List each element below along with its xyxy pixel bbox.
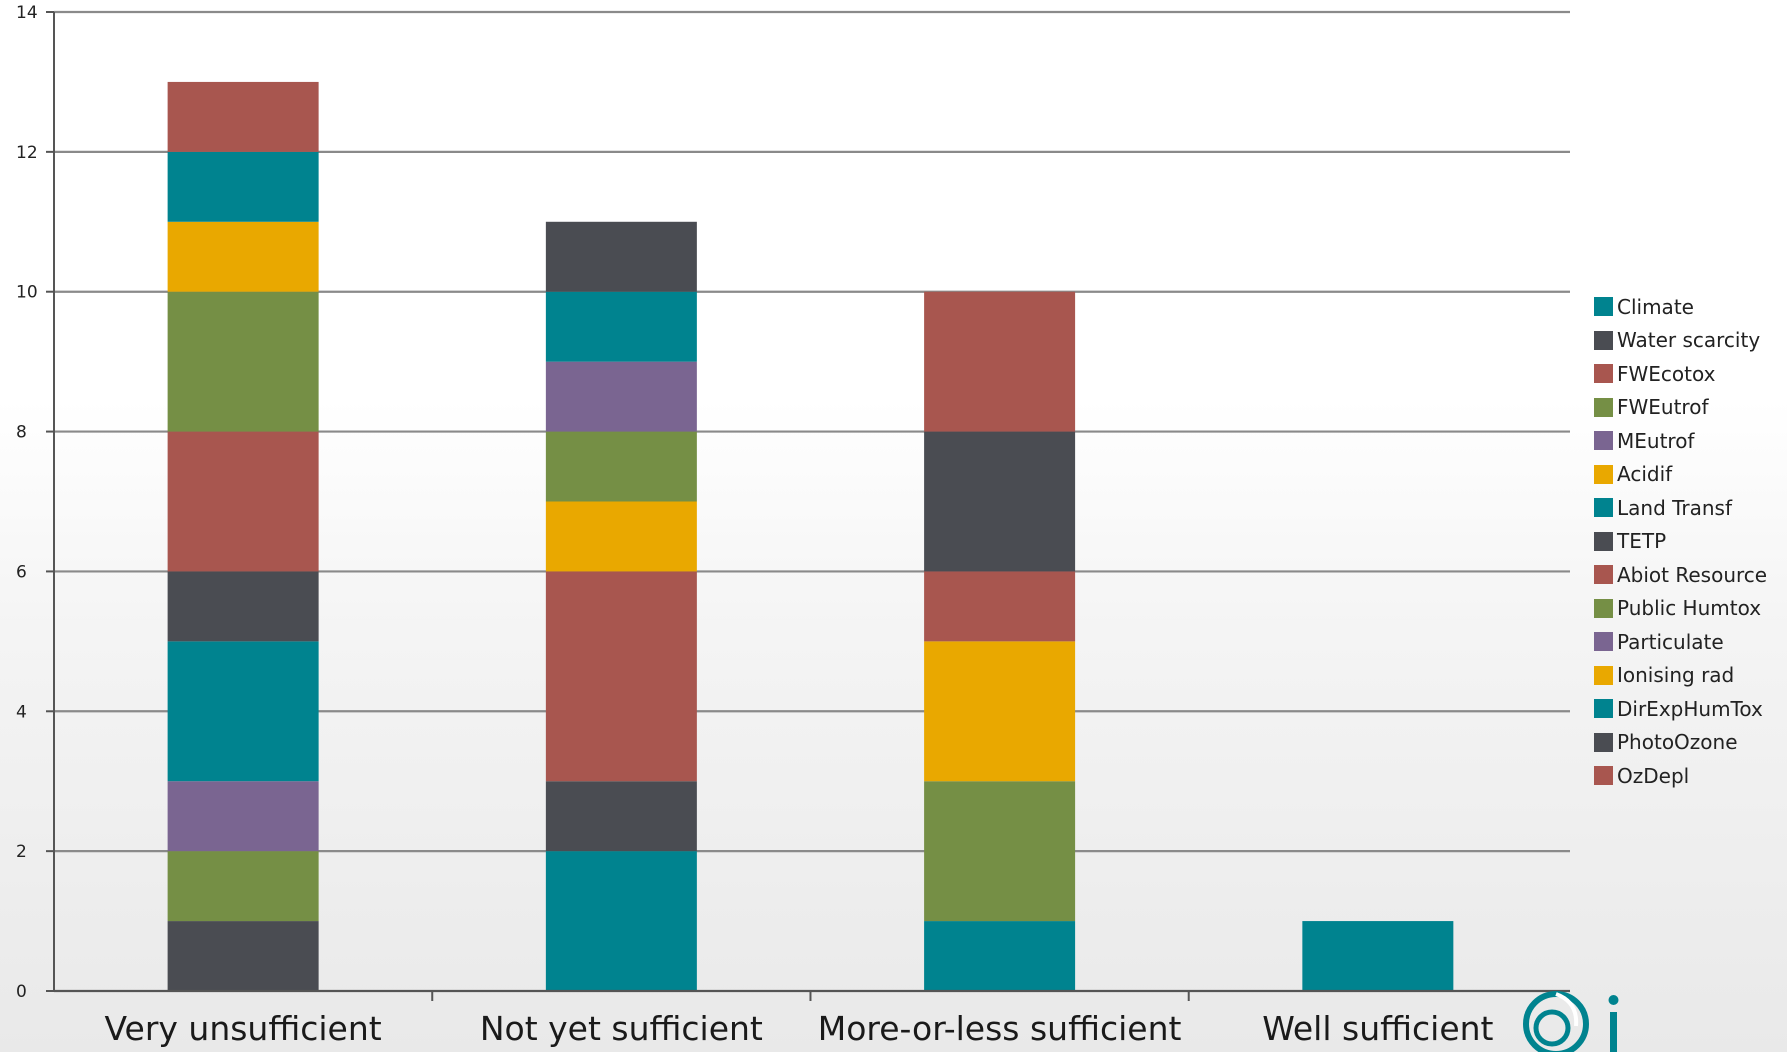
legend-swatch [1594, 598, 1613, 618]
bar-segment [545, 781, 697, 852]
y-tick-label: 10 [16, 283, 38, 303]
bar-segment [545, 361, 697, 432]
bar-segment [167, 921, 319, 991]
x-category-label: Well sufficient [1262, 1009, 1493, 1048]
legend-item: Particulate [1594, 625, 1784, 659]
bar-segment [924, 291, 1076, 432]
bar-segment [545, 221, 697, 292]
legend-swatch [1594, 699, 1613, 719]
legend-label: OzDepl [1617, 763, 1690, 788]
legend-label: Climate [1617, 294, 1694, 319]
x-category-label: Very unsufficient [105, 1009, 382, 1048]
bar-segment [167, 291, 319, 432]
bar-segment [545, 571, 697, 782]
legend-label: Ionising rad [1617, 663, 1735, 688]
bar-segment [167, 781, 319, 852]
bar-segment [545, 291, 697, 362]
legend-label: Water scarcity [1617, 328, 1761, 353]
legend-label: TETP [1617, 529, 1667, 554]
bar-segment [167, 151, 319, 222]
bar-segment [167, 851, 319, 922]
legend-item: FWEcotox [1594, 357, 1784, 391]
legend-label: Particulate [1617, 629, 1724, 654]
x-category-labels: Very unsufficient Not yet sufficient More-… [105, 1009, 1494, 1048]
x-category-label: More-or-less sufficient [818, 1009, 1182, 1048]
y-tick-label: 2 [16, 842, 27, 862]
bar-segment [924, 571, 1076, 642]
legend-swatch [1594, 397, 1613, 417]
bar-segment [924, 431, 1076, 572]
legend-swatch [1594, 297, 1613, 317]
legend-item: Abiot Resource [1594, 558, 1784, 592]
legend-item: MEutrof [1594, 424, 1784, 458]
bar-stack [1302, 921, 1454, 991]
y-tick-label: 6 [16, 562, 27, 582]
legend-swatch [1594, 565, 1613, 585]
bar-segment [924, 781, 1076, 922]
legend-label: MEutrof [1617, 428, 1695, 453]
bar-segment [924, 641, 1076, 782]
legend-label: FWEcotox [1617, 361, 1716, 386]
legend-swatch [1594, 632, 1613, 652]
x-category-label: Not yet sufficient [480, 1009, 763, 1048]
y-tick-labels: 0 2 4 6 8 10 12 14 [16, 3, 38, 1002]
y-tick-label: 12 [16, 143, 38, 163]
legend-label: Land Transf [1617, 495, 1733, 520]
y-tick-label: 8 [16, 423, 27, 443]
legend-item: Acidif [1594, 458, 1784, 492]
legend-swatch [1594, 498, 1613, 518]
bar-segment [545, 501, 697, 572]
legend: Climate Water scarcity FWEcotox FWEutrof MEu… [1594, 290, 1784, 793]
bar-segment [924, 921, 1076, 991]
bar-segment [545, 431, 697, 502]
legend-item: DirExpHumTox [1594, 692, 1784, 726]
bar-segment [167, 571, 319, 642]
bar-segment [167, 641, 319, 782]
legend-label: FWEutrof [1617, 395, 1709, 420]
bar-segment [545, 851, 697, 991]
legend-swatch [1594, 732, 1613, 752]
legend-label: PhotoOzone [1617, 730, 1738, 755]
y-tick-label: 4 [16, 702, 27, 722]
ciraig-logo [1523, 991, 1619, 1052]
legend-item: PhotoOzone [1594, 726, 1784, 760]
legend-item: OzDepl [1594, 759, 1784, 793]
bar-segment [167, 81, 319, 152]
legend-swatch [1594, 464, 1613, 484]
legend-swatch [1594, 531, 1613, 551]
legend-item: Water scarcity [1594, 324, 1784, 358]
legend-item: Ionising rad [1594, 659, 1784, 693]
legend-swatch [1594, 364, 1613, 384]
legend-swatch [1594, 766, 1613, 786]
bar-segment [167, 431, 319, 572]
legend-swatch [1594, 665, 1613, 685]
legend-swatch [1594, 431, 1613, 451]
y-tick-label: 0 [16, 982, 27, 1002]
legend-item: Public Humtox [1594, 592, 1784, 626]
y-tick-label: 14 [16, 3, 38, 23]
bar-stack [167, 81, 319, 991]
bar-segment [1302, 921, 1454, 991]
bar-stacks [167, 81, 1454, 991]
legend-item: TETP [1594, 525, 1784, 559]
bar-stack [545, 221, 697, 991]
legend-label: Abiot Resource [1617, 562, 1768, 587]
bar-segment [167, 221, 319, 292]
bar-stack [924, 291, 1076, 991]
legend-label: Acidif [1617, 462, 1673, 487]
legend-swatch [1594, 330, 1613, 350]
legend-item: Climate [1594, 290, 1784, 324]
legend-label: Public Humtox [1617, 596, 1762, 621]
legend-item: FWEutrof [1594, 391, 1784, 425]
axes [46, 11, 1570, 1001]
legend-label: DirExpHumTox [1617, 696, 1763, 721]
legend-item: Land Transf [1594, 491, 1784, 525]
